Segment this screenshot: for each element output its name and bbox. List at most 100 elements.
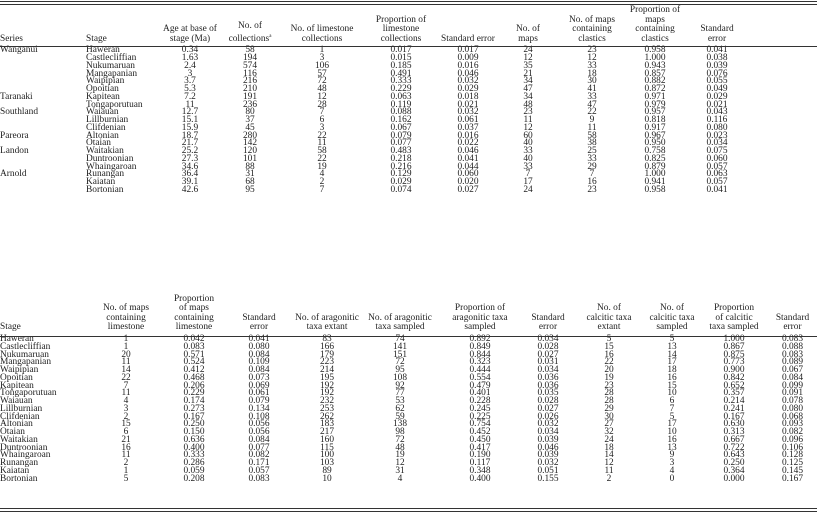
table-cell: 0.849 (469, 341, 491, 352)
table-cell: 12 (395, 458, 405, 468)
table-cell: Pareora (0, 130, 29, 141)
footnote-marker: a (269, 33, 272, 39)
table-cell: 17 (667, 419, 677, 430)
table-cell: 3 (187, 68, 193, 79)
table-row: Waipipian 3.7 216 72 0.333 0.032 34 30 0.882 0.05… (0, 76, 817, 87)
table-cell: 0.021 (457, 99, 479, 110)
column-header-label: Proportion of maps containing clastics (629, 5, 681, 44)
table-cell: 0.032 (537, 458, 559, 468)
table-cell: 48 (523, 99, 533, 110)
column-header-label: Standard error (531, 312, 565, 333)
table-cell: 62 (395, 403, 405, 414)
table-cell: 0.059 (183, 465, 205, 476)
column-header-label: Stage (0, 322, 21, 333)
table-cell: 7 (319, 107, 325, 118)
table-cell: 0.046 (537, 442, 559, 453)
table-cell: 72 (317, 76, 327, 87)
table-cell: 13 (667, 442, 677, 453)
table-cell: 0.028 (537, 341, 559, 352)
table-cell: Lillburnian (0, 403, 43, 414)
table-cell (0, 63, 86, 71)
table-cell: Altonian (0, 419, 33, 430)
table-cell: 0.872 (644, 84, 666, 95)
column-header: Stage (0, 228, 90, 336)
table-cell: 0.842 (723, 372, 745, 383)
table-cell: 14 (121, 365, 131, 375)
table-cell: 29 (587, 161, 597, 172)
table-cell: 0.068 (781, 411, 804, 422)
table-cell: 18 (667, 365, 677, 375)
table-cell: 108 (392, 372, 408, 383)
table-cell: 28 (604, 388, 614, 399)
column-header: No. of aragonitic taxa sampled (362, 228, 438, 336)
header-rule-2 (0, 336, 817, 337)
table-cell: 59 (395, 411, 405, 422)
column-header-label: No. of calcitic taxa sampled (649, 303, 695, 333)
table-cell: 1 (123, 334, 129, 344)
table-cell: Tongaporutuan (0, 388, 57, 399)
table-row: Kaiatan 39.1 68 2 0.029 0.020 17 16 0.941 0.057 (0, 177, 817, 188)
table-cell: 5.3 (184, 84, 196, 95)
table-cell: 0.882 (644, 76, 666, 87)
table-cell: 0.452 (469, 427, 491, 437)
table-cell: 0.941 (644, 177, 666, 188)
table-cell: 45 (245, 122, 255, 133)
table-cell: 18 (604, 442, 614, 453)
table-cell: Opoitian (0, 372, 33, 383)
table-cell: 22 (317, 153, 327, 164)
table-cell: 72 (395, 357, 405, 368)
column-header-label: No. of aragonitic taxa extant (295, 312, 359, 333)
table-cell: Castlecliffian (86, 53, 137, 64)
column-header: No. of limestone collections (282, 6, 362, 47)
table-row: Tongaporutuan 11 0.229 0.061 192 77 0.401 0.035… (0, 388, 817, 399)
table-cell: Otaian (0, 427, 25, 437)
column-header: Proportion of maps containing clastics (624, 5, 686, 47)
column-header-label: Proportion of limestone collections (375, 14, 427, 44)
column-header: No. of calcitic taxa extant (574, 228, 644, 336)
bottom-rule (0, 508, 817, 509)
table-cell: 214 (319, 365, 335, 375)
table-cell: 33 (523, 146, 533, 157)
table-cell: 19 (604, 372, 614, 383)
table-cell: 1 (123, 341, 129, 352)
table-row: Whaingaroan 34.6 88 19 0.216 0.044 33 29 0.879 0.… (0, 161, 817, 172)
table-row: Waitakian 21 0.636 0.084 160 72 0.450 0.039 24 16… (0, 435, 817, 445)
table-cell: 0.333 (183, 450, 205, 461)
table-cell: 0.185 (390, 60, 412, 71)
table-cell: 0.016 (457, 130, 479, 141)
table-cell: 1.63 (181, 53, 199, 64)
table-cell: 23 (587, 45, 597, 56)
table-row: Nukumaruan 2.4 574 106 0.185 0.016 35 33 0.943 0.… (0, 60, 817, 71)
table-cell: 0.571 (183, 349, 205, 360)
table-cell: Otaian (86, 138, 111, 149)
table-cell: 0.218 (390, 153, 412, 164)
header-rule-1 (0, 46, 817, 47)
table-cell: 0.208 (183, 473, 205, 484)
table-cell: 0.400 (469, 473, 491, 484)
table-cell: 12 (523, 53, 533, 64)
table-cell: 53 (395, 396, 405, 406)
column-header-label: No. of calcitic taxa extant (586, 303, 632, 333)
table-cell: 0.060 (706, 153, 728, 164)
table-cell: 0.241 (723, 403, 745, 414)
table-row: Waipipian 14 0.412 0.084 214 95 0.444 0.034 20 18… (0, 365, 817, 375)
table-cell: 0.074 (390, 184, 412, 195)
table-cell: Mangapanian (86, 68, 138, 79)
table-cell: 23 (604, 380, 614, 391)
table-cell: 1.000 (723, 334, 745, 344)
table-cell: 13 (667, 341, 677, 352)
table-cell: 0.174 (183, 396, 205, 406)
column-header-label: No. of maps containing limestone (102, 303, 150, 333)
table-cell: 1 (319, 45, 325, 56)
table-cell: 0.027 (537, 403, 559, 414)
table-cell: 0.867 (723, 341, 745, 352)
table-cell: 30 (604, 411, 614, 422)
table-cell: 0.093 (781, 419, 804, 430)
table-cell: 16 (604, 349, 614, 360)
table-cell: 77 (395, 388, 405, 399)
table-cell: 7 (589, 169, 595, 180)
table-cell: 2.4 (184, 60, 196, 71)
table-cell: 1.000 (644, 53, 666, 64)
table-cell: 0.229 (390, 84, 412, 95)
table-cell: 0.009 (457, 53, 479, 64)
